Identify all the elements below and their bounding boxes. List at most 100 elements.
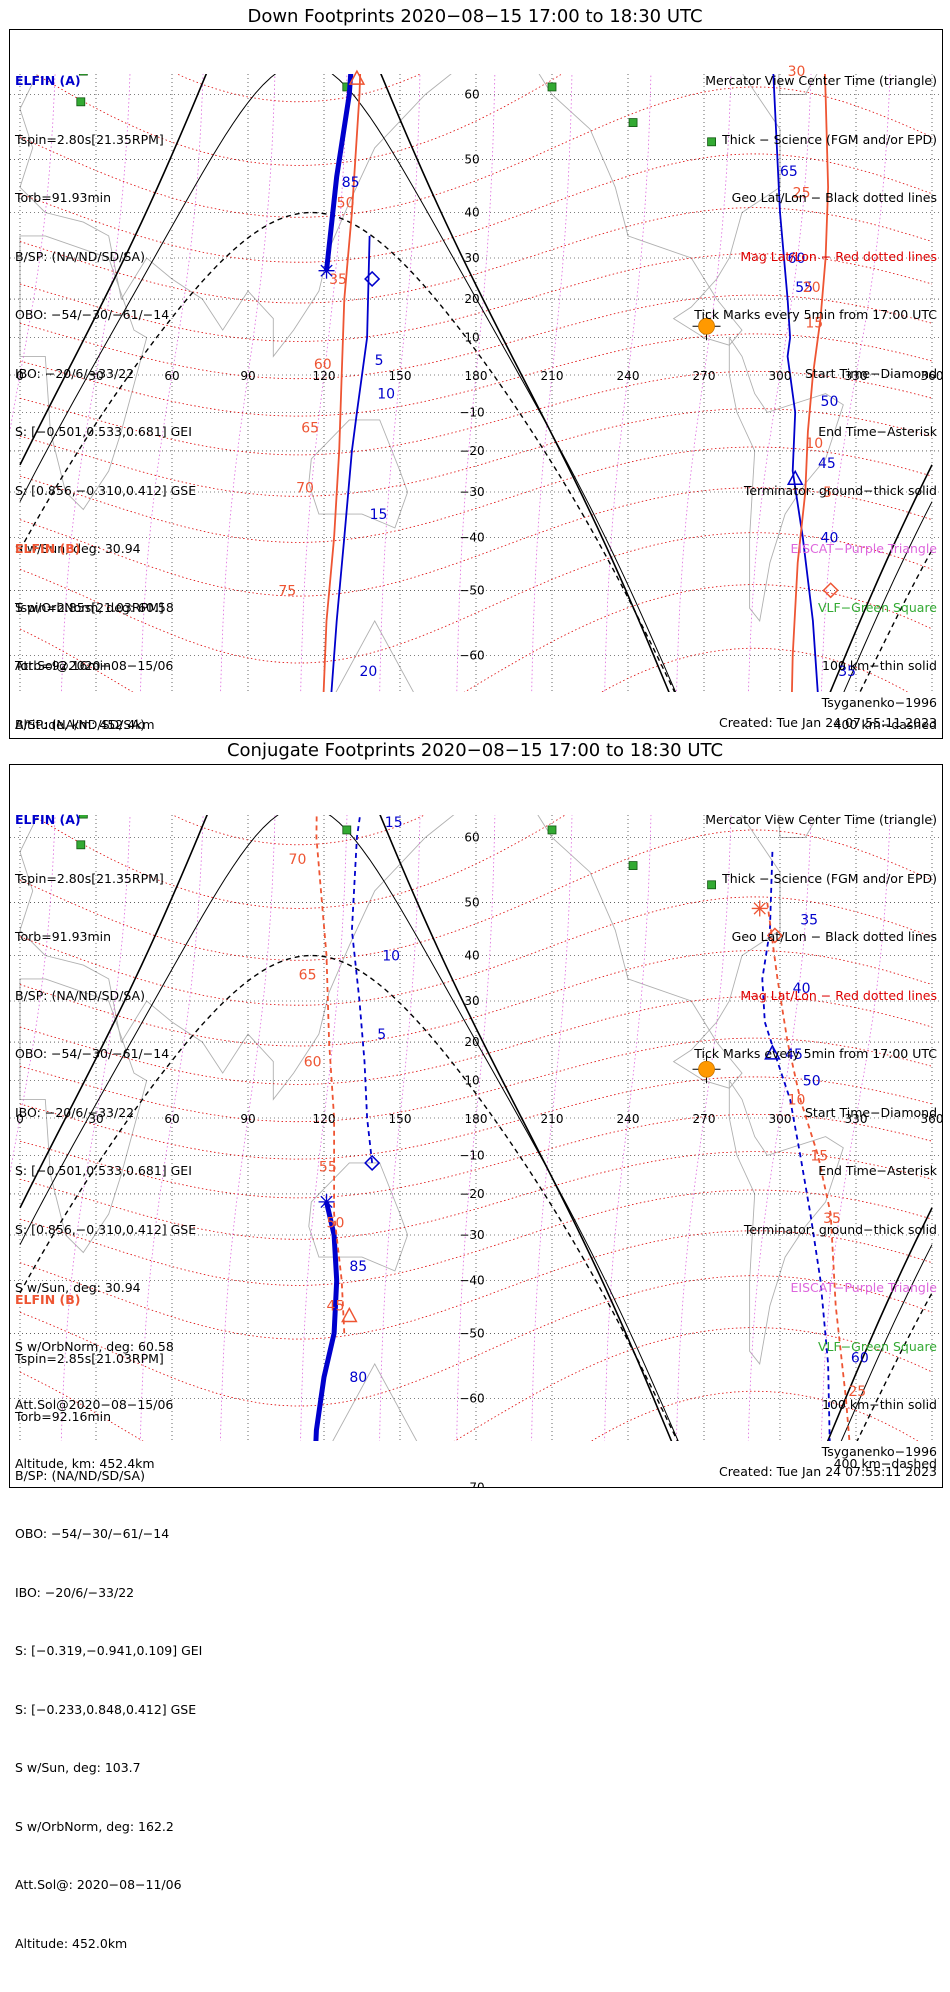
legend-start: Start Time−Diamond	[694, 364, 937, 384]
elfin-a-s-gse: S: [0.856,−0.310,0.412] GSE	[15, 1220, 196, 1240]
model-name: Tsyganenko−1996	[822, 1444, 937, 1459]
land-outline	[309, 420, 408, 528]
elfin-b-obo: OBO: −54/−30/−61/−14	[15, 1524, 202, 1544]
x-tick-label: 180	[465, 369, 488, 383]
mag-longitude-line	[378, 765, 423, 1487]
y-tick-label: −20	[459, 444, 484, 458]
elfin-a-obo: OBO: −54/−30/−61/−14	[15, 1044, 196, 1064]
y-tick-label: 60	[464, 87, 479, 101]
x-tick-label: 210	[541, 369, 564, 383]
elfin-a-ibo: IBO: −20/6/−33/22	[15, 1103, 196, 1123]
legend-center-time: Mercator View Center Time (triangle)	[694, 71, 937, 91]
orbit-track-elfin-a	[314, 1202, 337, 1487]
track-time-label: 65	[299, 967, 317, 983]
conjugate-footprints-panel: 0306090120150180210240270300330360706050…	[9, 764, 943, 1488]
x-tick-label: 150	[389, 369, 412, 383]
y-tick-label: −10	[459, 1148, 484, 1162]
track-time-label: 5	[377, 1027, 386, 1043]
mag-longitude-line	[218, 765, 278, 1487]
track-time-label: 45	[327, 1299, 345, 1315]
track-time-label: 65	[301, 421, 319, 437]
y-tick-label: 40	[464, 949, 479, 963]
legend-conj: Mercator View Center Time (triangle) Thi…	[694, 771, 937, 1512]
y-tick-label: −30	[459, 485, 484, 499]
elfin-b-s-orb: S w/OrbNorm, deg: 162.2	[15, 1817, 202, 1837]
vlf-station-square	[548, 826, 556, 834]
elfin-b-s-gei: S: [−0.319,−0.941,0.109] GEI	[15, 1641, 202, 1661]
elfin-a-tspin: Tspin=2.80s[21.35RPM]	[15, 869, 196, 889]
track-time-label: 10	[382, 949, 400, 965]
elfin-b-torb: Torb=92.16min	[15, 1407, 202, 1427]
elfin-b-s-gse: S: [−0.233,0.848,0.412] GSE	[15, 1700, 202, 1720]
track-time-label: 15	[385, 815, 403, 831]
y-tick-label: 10	[464, 331, 479, 345]
legend-geo: Geo Lat/Lon − Black dotted lines	[694, 927, 937, 947]
elfin-b-att: Att.Sol@: 2020−08−11/06	[15, 1875, 202, 1895]
track-time-label: 60	[314, 357, 332, 373]
elfin-a-bsp: B/SP: (NA/ND/SD/SA)	[15, 986, 196, 1006]
elfin-a-bsp: B/SP: (NA/ND/SD/SA)	[15, 247, 196, 267]
legend-eiscat: EISCAT−Purple Triangle	[694, 539, 937, 559]
track-time-label: 85	[349, 1259, 367, 1275]
mag-longitude-line	[530, 30, 575, 738]
track-time-label: 55	[319, 1160, 337, 1176]
track-time-label: 50	[337, 196, 355, 212]
y-tick-label: 40	[464, 206, 479, 220]
legend-thick: Thick − Science (FGM and/or EPD)	[694, 869, 937, 889]
mag-longitude-line	[218, 30, 278, 738]
x-tick-label: 90	[240, 369, 255, 383]
legend-terminator: Terminator: ground−thick solid	[694, 1220, 937, 1240]
elfin-a-torb: Torb=91.93min	[15, 188, 196, 208]
y-tick-label: 60	[464, 830, 479, 844]
legend-mag: Mag Lat/Lon − Red dotted lines	[694, 247, 937, 267]
mag-longitude-line	[530, 765, 575, 1487]
y-tick-label: −40	[459, 1273, 484, 1287]
legend-vlf: VLF−Green Square	[694, 1337, 937, 1357]
vlf-station-square	[629, 119, 637, 127]
y-tick-label: −60	[459, 649, 484, 663]
legend-geo: Geo Lat/Lon − Black dotted lines	[694, 188, 937, 208]
elfin-b-alt: Altitude: 452.0km	[15, 1934, 202, 1954]
elfin-a-s-gei: S: [−0.501,0.533,0.681] GEI	[15, 422, 196, 442]
elfin-b-name: ELFIN (B)	[15, 1290, 202, 1310]
x-tick-label: 90	[240, 1112, 255, 1126]
mag-longitude-line	[602, 30, 653, 738]
legend-end: End Time−Asterisk	[694, 422, 937, 442]
legend-100km: 100 km−thin solid	[694, 656, 937, 676]
x-tick-label: 150	[389, 1112, 412, 1126]
track-time-label: 80	[349, 1370, 367, 1386]
elfin-a-s-gei: S: [−0.501,0.533,0.681] GEI	[15, 1161, 196, 1181]
legend-eiscat: EISCAT−Purple Triangle	[694, 1278, 937, 1298]
y-tick-label: 30	[464, 251, 479, 265]
track-time-label: 5	[375, 353, 384, 369]
elfin-a-tspin: Tspin=2.80s[21.35RPM]	[15, 130, 196, 150]
track-time-label: 10	[377, 387, 395, 403]
y-tick-label: −40	[459, 530, 484, 544]
chart-title-conjugate: Conjugate Footprints 2020−08−15 17:00 to…	[0, 740, 950, 761]
x-tick-label: 180	[465, 1112, 488, 1126]
legend-mag: Mag Lat/Lon − Red dotted lines	[694, 986, 937, 1006]
track-time-label: 70	[296, 481, 314, 497]
elfin-b-name: ELFIN (B)	[15, 539, 202, 559]
y-tick-label: −10	[459, 405, 484, 419]
track-time-label: 20	[359, 664, 377, 680]
chart-title-down: Down Footprints 2020−08−15 17:00 to 18:3…	[0, 6, 950, 27]
legend-end: End Time−Asterisk	[694, 1161, 937, 1181]
elfin-a-name: ELFIN (A)	[15, 810, 196, 830]
legend-terminator: Terminator: ground−thick solid	[694, 481, 937, 501]
y-tick-label: −70	[459, 1481, 484, 1487]
elfin-a-obo: OBO: −54/−30/−61/−14	[15, 305, 196, 325]
y-tick-label: 20	[464, 1035, 479, 1049]
elfin-b-tspin: Tspin=2.85s[21.03RPM]	[15, 598, 202, 618]
legend: Mercator View Center Time (triangle) Thi…	[694, 32, 937, 773]
legend-center-time: Mercator View Center Time (triangle)	[694, 810, 937, 830]
track-time-label: 75	[278, 583, 296, 599]
legend-ticks: Tick Marks every 5min from 17:00 UTC	[694, 1044, 937, 1064]
elfin-a-torb: Torb=91.93min	[15, 927, 196, 947]
track-time-label: 35	[329, 272, 347, 288]
elfin-a-ibo: IBO: −20/6/−33/22	[15, 364, 196, 384]
mag-longitude-line	[378, 30, 423, 738]
elfin-a-s-gse: S: [0.856,−0.310,0.412] GSE	[15, 481, 196, 501]
start-time-diamond	[365, 272, 379, 286]
track-time-label: 15	[370, 507, 388, 523]
